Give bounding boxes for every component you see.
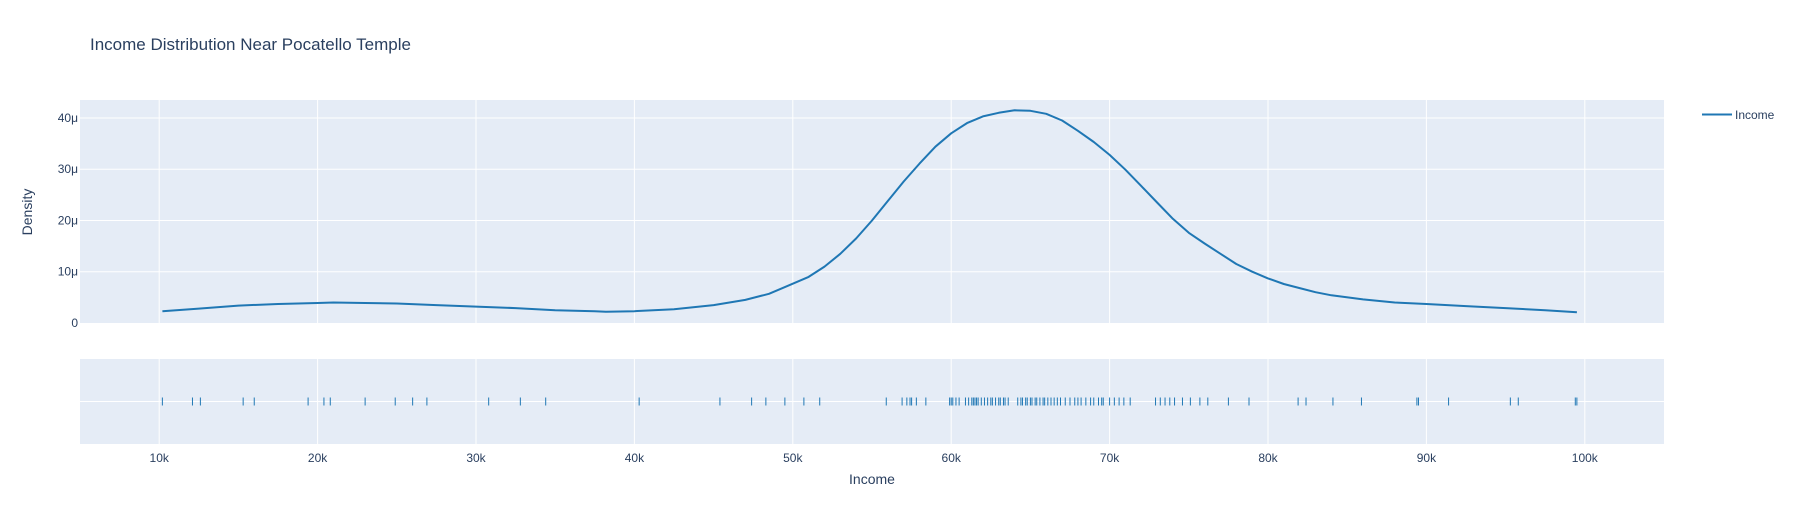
x-tick-label: 40k — [625, 451, 645, 465]
y-tick-label: 30μ — [58, 162, 78, 176]
chart-title: Income Distribution Near Pocatello Templ… — [90, 35, 411, 54]
density-x-gridlines — [158, 100, 1586, 323]
legend[interactable]: Income — [1702, 108, 1775, 122]
x-tick-label: 10k — [150, 451, 170, 465]
x-axis-title: Income — [849, 471, 895, 487]
density-plot-area — [80, 100, 1664, 323]
y-tick-label: 0 — [71, 316, 78, 330]
x-tick-label: 20k — [308, 451, 328, 465]
x-tick-label: 100k — [1572, 451, 1599, 465]
x-tick-labels: 10k 20k 30k 40k 50k 60k 70k 80k 90k 100k — [150, 451, 1599, 465]
y-tick-label: 10μ — [58, 265, 78, 279]
rug-marks — [161, 397, 1578, 406]
x-tick-label: 90k — [1417, 451, 1437, 465]
y-axis-title: Density — [19, 189, 35, 236]
x-tick-label: 80k — [1258, 451, 1278, 465]
y-tick-label: 20μ — [58, 213, 78, 227]
density-series-line — [162, 109, 1577, 314]
x-tick-label: 70k — [1100, 451, 1120, 465]
y-tick-label: 40μ — [58, 111, 78, 125]
x-tick-label: 30k — [466, 451, 486, 465]
x-tick-label: 60k — [942, 451, 962, 465]
legend-item-label: Income — [1735, 108, 1775, 122]
x-tick-label: 50k — [783, 451, 803, 465]
y-tick-labels: 0 10μ 20μ 30μ 40μ — [58, 111, 79, 330]
